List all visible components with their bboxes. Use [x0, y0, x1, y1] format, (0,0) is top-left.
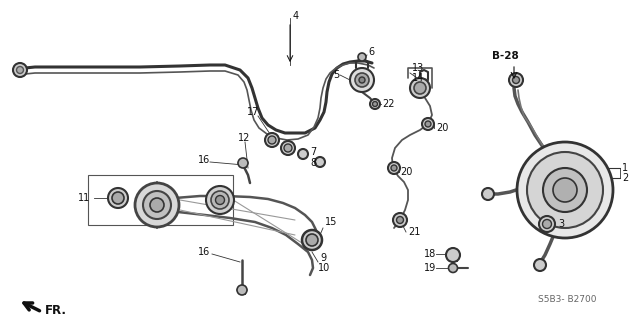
Circle shape	[268, 136, 276, 144]
Circle shape	[410, 78, 430, 98]
Text: 20: 20	[400, 167, 412, 177]
Circle shape	[388, 162, 400, 174]
Text: 21: 21	[408, 227, 420, 237]
Text: 6: 6	[368, 47, 374, 57]
Circle shape	[372, 101, 378, 107]
Circle shape	[527, 152, 603, 228]
Circle shape	[112, 192, 124, 204]
Text: 18: 18	[424, 249, 436, 259]
Text: 2: 2	[622, 173, 628, 183]
Circle shape	[206, 186, 234, 214]
Circle shape	[370, 99, 380, 109]
Circle shape	[355, 73, 369, 87]
Text: 4: 4	[293, 11, 299, 21]
Text: 14: 14	[412, 73, 424, 83]
Circle shape	[150, 198, 164, 212]
Text: FR.: FR.	[45, 303, 67, 316]
Circle shape	[135, 183, 179, 227]
Circle shape	[265, 133, 279, 147]
Circle shape	[391, 165, 397, 171]
Circle shape	[513, 77, 520, 84]
Text: 3: 3	[558, 219, 564, 229]
Text: 22: 22	[382, 99, 394, 109]
Text: 15: 15	[325, 217, 337, 227]
Circle shape	[517, 142, 613, 238]
Text: 19: 19	[424, 263, 436, 273]
Text: 16: 16	[198, 155, 211, 165]
Circle shape	[449, 263, 458, 272]
Circle shape	[539, 216, 555, 232]
Text: S5B3- B2700: S5B3- B2700	[538, 295, 596, 305]
Circle shape	[553, 178, 577, 202]
Circle shape	[306, 234, 318, 246]
Circle shape	[543, 219, 552, 228]
Circle shape	[397, 217, 403, 224]
Text: 10: 10	[318, 263, 330, 273]
Circle shape	[143, 191, 171, 219]
Text: 8: 8	[310, 158, 316, 168]
Circle shape	[350, 68, 374, 92]
Text: 11: 11	[78, 193, 90, 203]
Circle shape	[302, 230, 322, 250]
Circle shape	[358, 53, 366, 61]
Circle shape	[281, 141, 295, 155]
Circle shape	[298, 149, 308, 159]
Circle shape	[425, 121, 431, 127]
Text: 5: 5	[333, 70, 339, 80]
Circle shape	[284, 144, 292, 152]
Text: 13: 13	[412, 63, 424, 73]
Text: 17: 17	[247, 107, 259, 117]
Circle shape	[543, 168, 587, 212]
Circle shape	[237, 285, 247, 295]
Bar	[88, 175, 233, 225]
Circle shape	[359, 77, 365, 83]
Circle shape	[446, 248, 460, 262]
Circle shape	[482, 188, 494, 200]
Text: 12: 12	[238, 133, 250, 143]
Text: 7: 7	[310, 147, 316, 157]
Circle shape	[393, 213, 407, 227]
Text: 16: 16	[198, 247, 211, 257]
Circle shape	[534, 259, 546, 271]
Circle shape	[315, 157, 325, 167]
Text: 9: 9	[320, 253, 326, 263]
Circle shape	[509, 73, 523, 87]
Circle shape	[422, 118, 434, 130]
Text: 20: 20	[436, 123, 449, 133]
Circle shape	[17, 66, 24, 73]
Text: B-28: B-28	[492, 51, 519, 61]
Text: 1: 1	[622, 163, 628, 173]
Circle shape	[414, 82, 426, 94]
Circle shape	[108, 188, 128, 208]
Circle shape	[211, 191, 229, 209]
Circle shape	[216, 196, 225, 204]
Circle shape	[238, 158, 248, 168]
Circle shape	[13, 63, 27, 77]
